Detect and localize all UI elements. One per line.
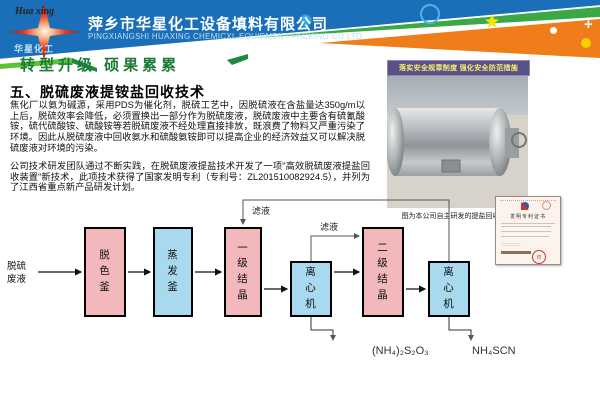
svg-text:滤液: 滤液 bbox=[320, 221, 338, 232]
svg-text:滤液: 滤液 bbox=[252, 205, 270, 216]
